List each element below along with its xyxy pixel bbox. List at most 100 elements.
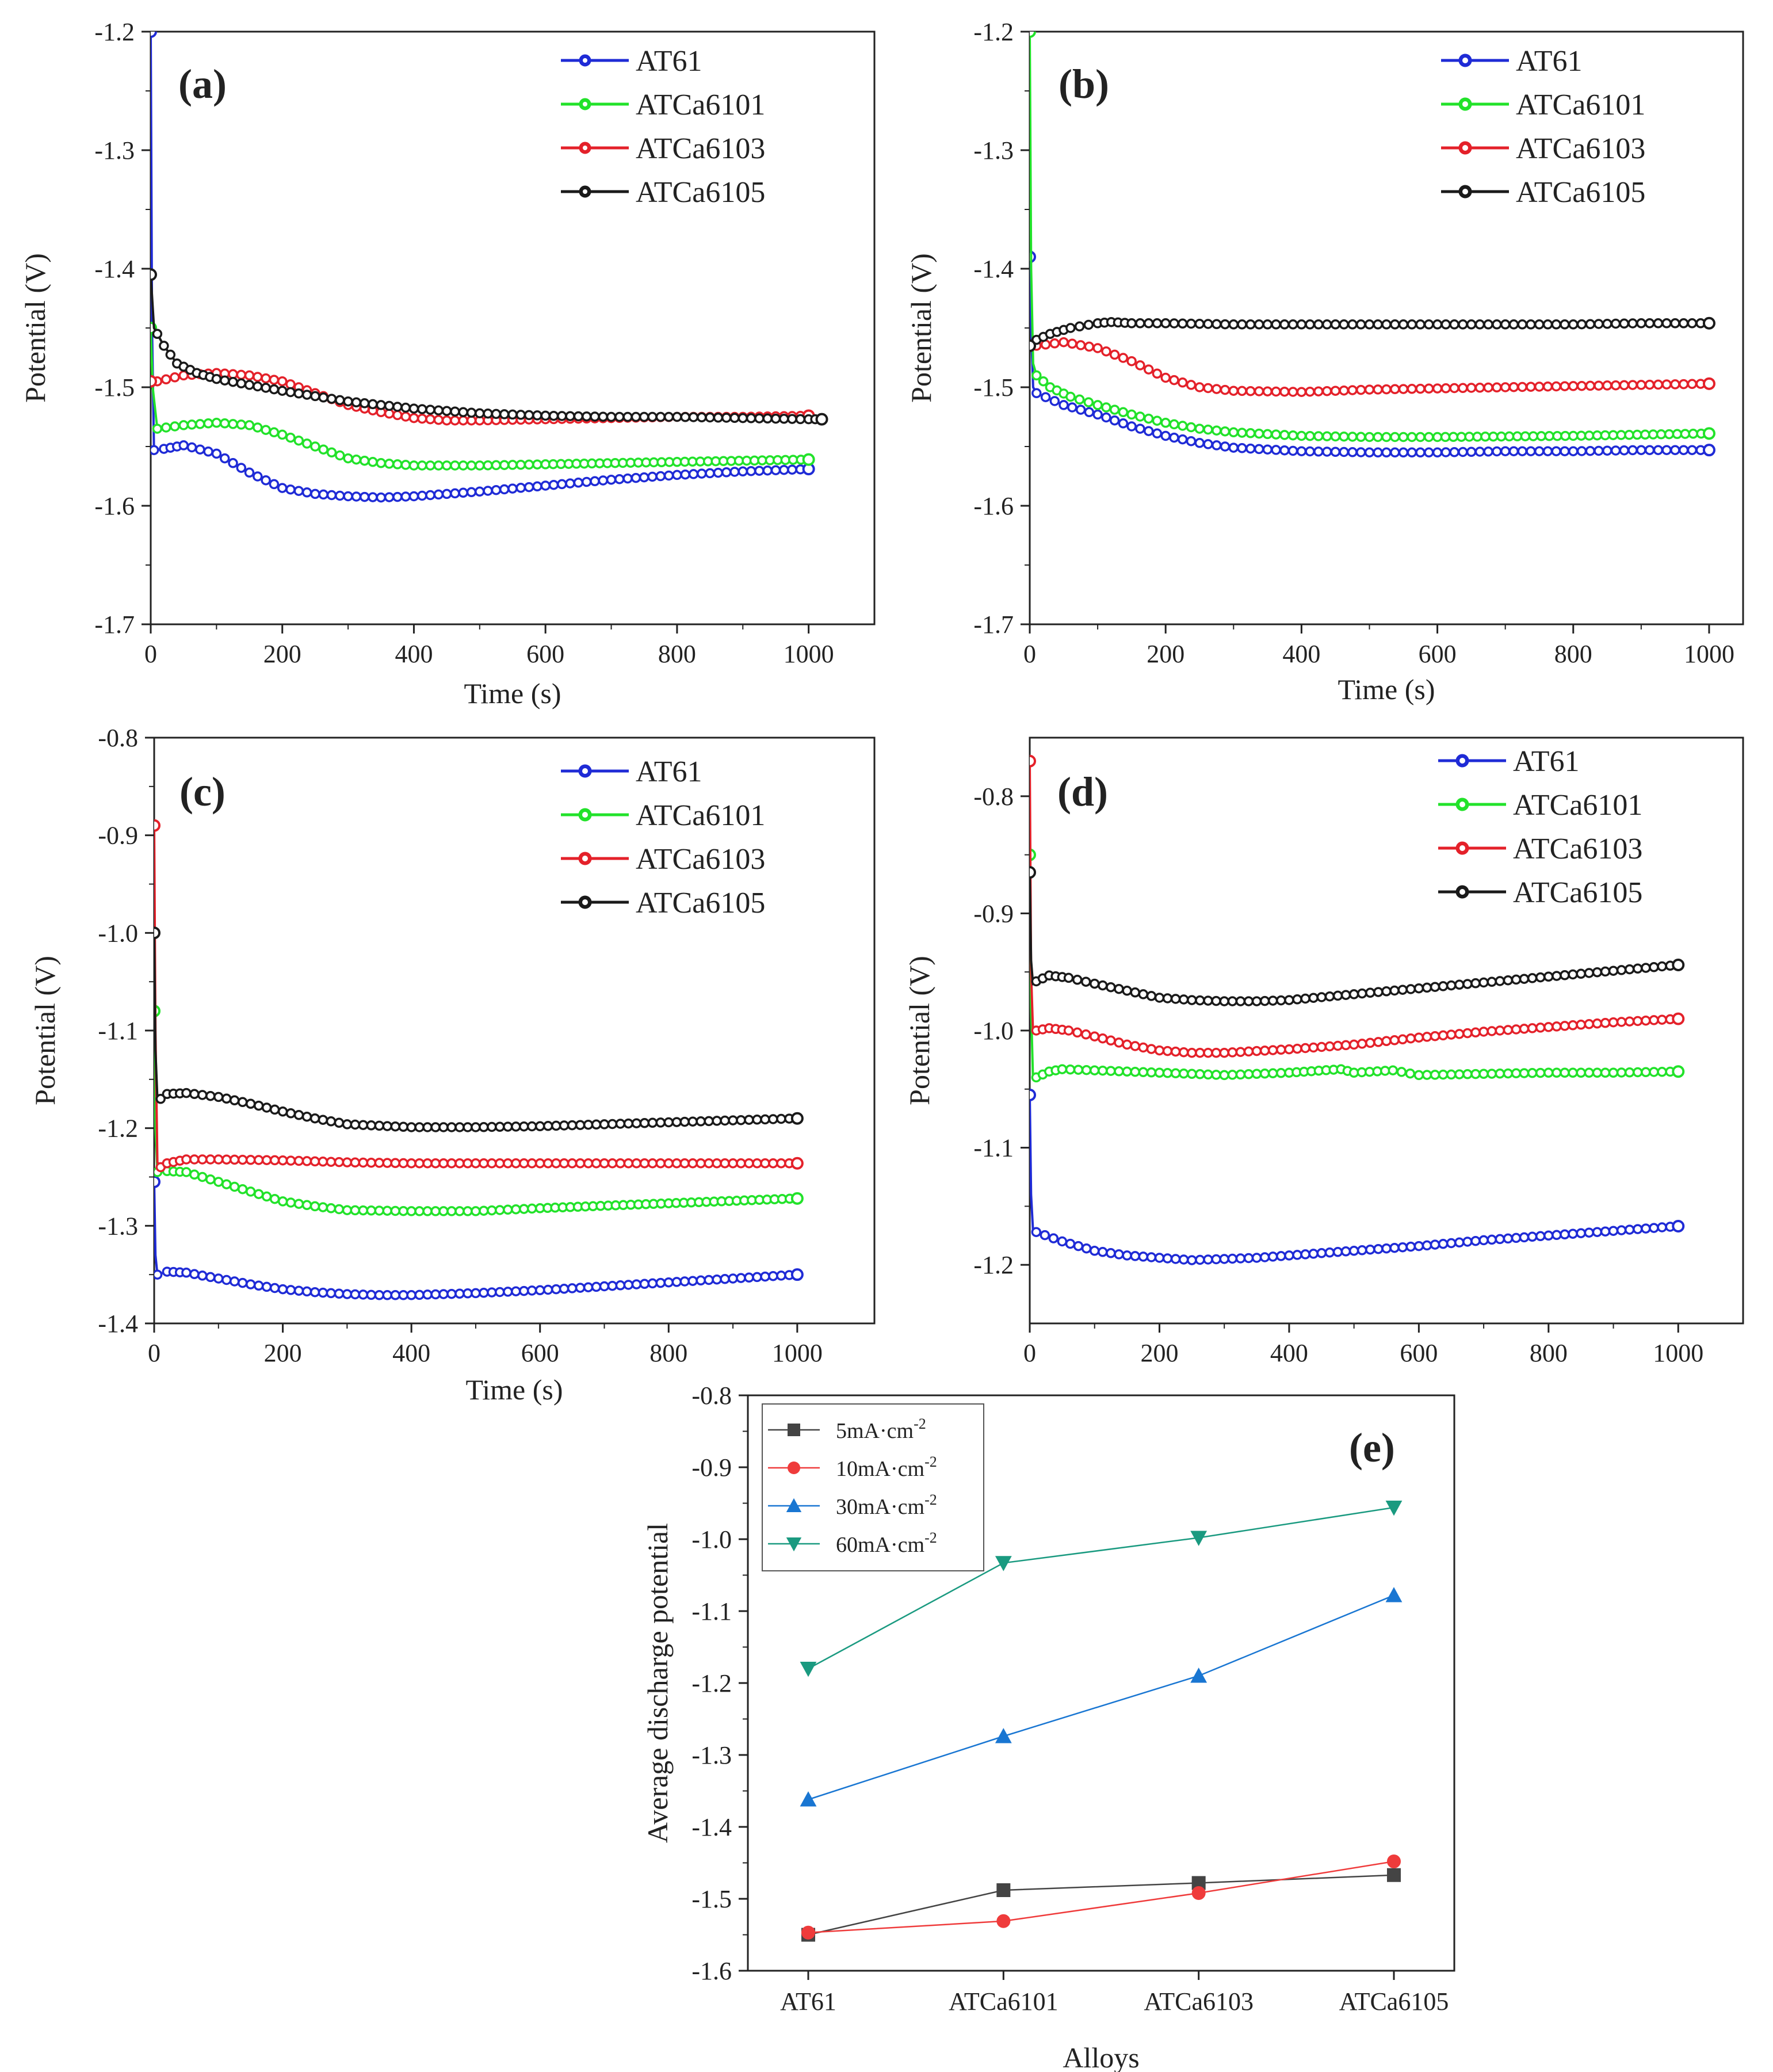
data-point xyxy=(776,1270,786,1281)
data-point xyxy=(1492,446,1502,457)
legend-label: ATCa6103 xyxy=(1513,833,1642,865)
data-point xyxy=(1287,319,1298,330)
data-point xyxy=(1203,319,1213,329)
data-point xyxy=(253,372,263,382)
data-point xyxy=(1160,372,1171,383)
data-point xyxy=(639,1158,650,1169)
legend-marker-core xyxy=(582,768,588,774)
data-point xyxy=(181,1268,192,1278)
data-point xyxy=(770,413,781,424)
data-point xyxy=(1462,979,1473,989)
data-point xyxy=(1106,1248,1116,1258)
y-tick-label: -1.2 xyxy=(691,1669,732,1697)
data-point xyxy=(1449,319,1459,330)
y-tick-label: -1.4 xyxy=(98,1310,138,1338)
data-point xyxy=(261,1102,272,1113)
legend-marker-core xyxy=(1459,758,1465,764)
data-point xyxy=(1398,319,1409,330)
data-point xyxy=(471,1122,481,1132)
data-point xyxy=(1212,319,1222,330)
data-point xyxy=(229,1154,240,1165)
data-point xyxy=(1424,447,1434,458)
data-point xyxy=(1627,318,1638,329)
data-point xyxy=(1089,1065,1100,1075)
data-point xyxy=(390,1121,400,1132)
data-point xyxy=(1065,1238,1076,1249)
data-point xyxy=(1495,1025,1505,1036)
data-point xyxy=(277,376,288,387)
legend-item-60mA: 60mA·cm-2 xyxy=(768,1529,937,1557)
data-point xyxy=(1170,1068,1181,1079)
data-point xyxy=(1551,381,1561,392)
data-point xyxy=(1194,423,1205,434)
data-point xyxy=(1332,1040,1343,1051)
data-point xyxy=(728,1273,738,1284)
data-point xyxy=(1592,967,1603,978)
data-point xyxy=(1284,1044,1294,1055)
data-point xyxy=(1135,423,1145,434)
data-point xyxy=(1687,445,1698,455)
data-point xyxy=(1138,1042,1149,1053)
y-axis-label: Potential (V) xyxy=(903,956,935,1105)
data-point xyxy=(631,1158,642,1169)
data-point xyxy=(400,491,411,502)
y-tick-label: -1.3 xyxy=(691,1741,732,1769)
data-point xyxy=(687,1116,698,1127)
data-point xyxy=(532,410,542,421)
data-point xyxy=(1619,380,1630,391)
data-point xyxy=(507,460,518,470)
data-point xyxy=(1656,429,1667,440)
marker-triangle-down xyxy=(995,1556,1012,1571)
data-point xyxy=(1636,380,1646,390)
y-tick-label: -1.3 xyxy=(98,1212,138,1240)
data-point-start xyxy=(151,268,157,281)
data-point xyxy=(463,1288,473,1299)
data-point xyxy=(1407,384,1417,394)
data-point xyxy=(1177,434,1188,445)
data-point xyxy=(1219,1254,1229,1264)
data-point xyxy=(696,1158,706,1169)
data-point xyxy=(269,1155,280,1166)
data-point xyxy=(1422,1032,1432,1042)
data-point xyxy=(746,465,756,476)
data-point xyxy=(1576,1067,1586,1078)
data-point xyxy=(1279,386,1290,397)
data-point xyxy=(1178,1047,1189,1058)
data-point xyxy=(491,460,502,471)
data-point xyxy=(1600,1018,1611,1028)
data-point xyxy=(1610,380,1621,391)
data-point xyxy=(1262,319,1273,330)
data-point xyxy=(1440,319,1451,330)
data-point xyxy=(542,1284,553,1295)
data-point xyxy=(1584,430,1595,441)
data-point xyxy=(326,447,337,458)
data-point xyxy=(1552,430,1562,441)
data-point xyxy=(1600,966,1611,977)
data-point xyxy=(1584,1067,1595,1078)
data-point xyxy=(1616,1067,1627,1078)
legend-item-AT61: AT61 xyxy=(1438,745,1580,778)
data-point xyxy=(1449,447,1459,457)
data-point xyxy=(524,459,534,470)
data-point xyxy=(1118,418,1129,429)
data-point xyxy=(228,458,238,468)
data-point xyxy=(1031,1227,1042,1237)
data-point xyxy=(376,458,387,468)
data-point xyxy=(1568,381,1579,391)
data-point xyxy=(1339,319,1349,330)
data-point xyxy=(1177,318,1188,329)
data-point xyxy=(491,409,502,419)
data-point xyxy=(1300,993,1310,1004)
data-point xyxy=(358,1157,369,1168)
data-point xyxy=(1160,430,1171,441)
data-point xyxy=(1160,318,1171,329)
data-point xyxy=(269,427,280,438)
data-point xyxy=(704,1158,714,1169)
x-tick-label: ATCa6105 xyxy=(1339,1987,1449,2016)
data-point xyxy=(1219,1047,1229,1058)
data-point xyxy=(760,1114,770,1125)
data-point xyxy=(237,1154,248,1165)
data-point xyxy=(680,412,690,422)
data-point xyxy=(1357,1245,1367,1256)
data-point xyxy=(599,1119,610,1130)
